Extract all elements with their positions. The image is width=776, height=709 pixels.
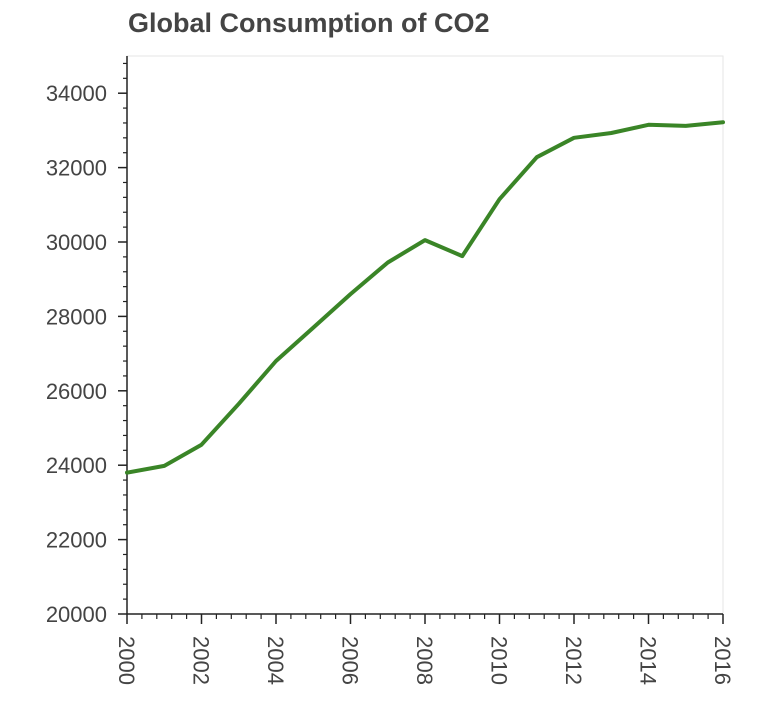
plot-area [126, 55, 724, 615]
y-tick-label: 26000 [46, 379, 107, 404]
x-tick-label: 2010 [487, 636, 512, 685]
x-axis: 2000 2002 2004 2006 2008 2010 2012 2014 2016 [114, 613, 735, 685]
y-tick-label: 22000 [46, 528, 107, 553]
x-tick-label: 2008 [412, 636, 437, 685]
y-tick-label: 34000 [46, 81, 107, 106]
x-axis-minor-ticks [141, 614, 709, 619]
y-tick-label: 30000 [46, 230, 107, 255]
y-tick-label: 20000 [46, 602, 107, 627]
x-tick-label: 2006 [338, 636, 363, 685]
y-tick-label: 32000 [46, 156, 107, 181]
x-tick-label: 2000 [114, 636, 139, 685]
x-tick-label: 2016 [710, 636, 735, 685]
x-tick-label: 2004 [263, 636, 288, 685]
chart-title: Global Consumption of CO2 [128, 8, 490, 38]
x-tick-label: 2012 [561, 636, 586, 685]
x-tick-label: 2014 [636, 636, 661, 685]
y-tick-label: 28000 [46, 304, 107, 329]
x-tick-label: 2002 [189, 636, 214, 685]
series-line [125, 120, 725, 475]
y-axis: 20000 22000 24000 26000 28000 30000 32000 34000 [46, 56, 128, 627]
y-tick-label: 24000 [46, 453, 107, 478]
series-layer [125, 120, 725, 475]
